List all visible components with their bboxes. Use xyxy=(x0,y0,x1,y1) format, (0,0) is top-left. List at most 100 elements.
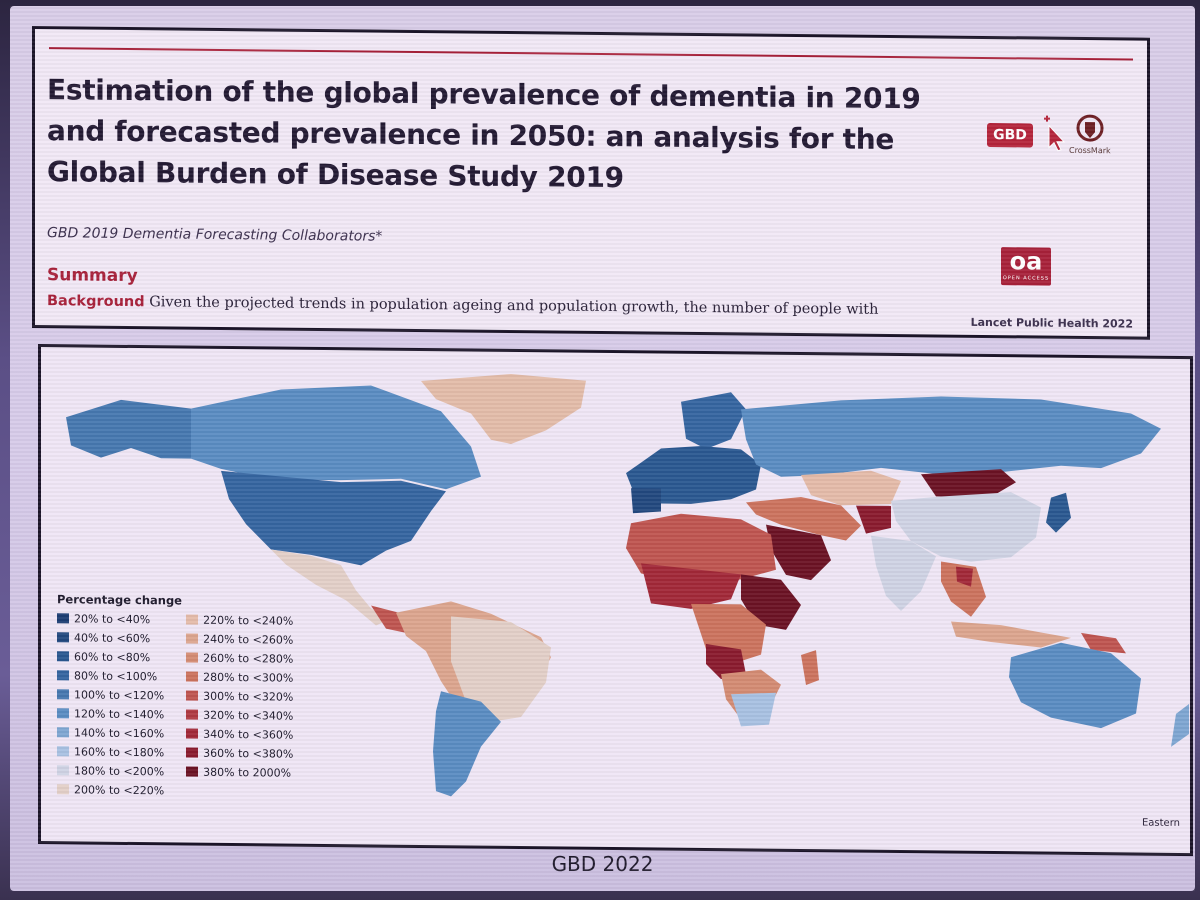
legend-swatch xyxy=(57,746,69,757)
legend-label: 100% to <120% xyxy=(74,687,165,702)
legend-item: 240% to <260% xyxy=(186,631,293,648)
map-legend: Percentage change 20% to <40% 40% to <60%… xyxy=(57,592,293,799)
legend-label: 220% to <240% xyxy=(203,613,294,628)
background-label: Background xyxy=(47,293,145,311)
legend-item: 200% to <220% xyxy=(57,781,164,798)
legend-item: 280% to <300% xyxy=(186,669,293,686)
legend-item: 260% to <280% xyxy=(186,650,293,667)
legend-swatch xyxy=(57,613,69,624)
legend-item: 100% to <120% xyxy=(57,686,164,703)
legend-swatch xyxy=(57,651,69,662)
gbd-badge: GBD xyxy=(987,123,1033,148)
title-rule xyxy=(49,47,1133,61)
legend-item: 320% to <340% xyxy=(186,707,293,724)
legend-swatch xyxy=(186,709,199,720)
paper-title: Estimation of the global prevalence of d… xyxy=(47,73,921,195)
legend-label: 200% to <220% xyxy=(74,782,165,797)
legend-swatch xyxy=(186,633,199,644)
legend-label: 20% to <40% xyxy=(74,611,151,626)
legend-columns: 20% to <40% 40% to <60% 60% to <80% 80% to … xyxy=(57,610,293,799)
map-region-new-zealand xyxy=(1171,704,1189,747)
legend-label: 280% to <300% xyxy=(203,670,294,685)
map-region-east-africa xyxy=(741,574,801,630)
legend-swatch xyxy=(186,652,199,663)
projection-note: Eastern xyxy=(1141,817,1180,829)
legend-item: 160% to <180% xyxy=(57,743,164,760)
map-region-brazil xyxy=(451,616,551,722)
crossmark-logo: CrossMark xyxy=(1069,114,1111,155)
map-region-south-africa xyxy=(731,692,776,727)
legend-item: 180% to <200% xyxy=(57,762,164,779)
legend-label: 380% to 2000% xyxy=(203,765,292,780)
map-region-madagascar xyxy=(801,650,819,686)
map-region-japan xyxy=(1046,492,1071,533)
legend-item: 380% to 2000% xyxy=(186,764,293,781)
legend-label: 260% to <280% xyxy=(203,651,294,666)
map-region-arabia xyxy=(766,524,831,581)
legend-label: 240% to <260% xyxy=(203,632,294,647)
mouse-cursor-icon xyxy=(1044,115,1066,152)
legend-swatch xyxy=(57,708,69,719)
legend-swatch xyxy=(57,670,69,681)
legend-label: 320% to <340% xyxy=(203,708,294,723)
legend-item: 120% to <140% xyxy=(57,705,164,722)
oa-sublabel: OPEN ACCESS xyxy=(1002,275,1050,282)
map-region-central-america xyxy=(371,605,406,633)
legend-item: 300% to <320% xyxy=(186,688,293,705)
map-region-mongolia xyxy=(921,469,1016,497)
map-region-australia xyxy=(1009,642,1141,729)
open-access-badge: oa OPEN ACCESS xyxy=(1001,247,1051,286)
paper-authors: GBD 2019 Dementia Forecasting Collaborat… xyxy=(47,225,383,245)
legend-label: 180% to <200% xyxy=(74,763,165,778)
legend-swatch xyxy=(57,689,69,700)
map-region-china xyxy=(891,492,1041,562)
map-region-india xyxy=(871,535,936,612)
map-region-turkey-iran xyxy=(746,496,861,541)
map-region-mexico xyxy=(271,549,391,626)
legend-label: 360% to <380% xyxy=(203,746,294,761)
choropleth-map-panel: Percentage change 20% to <40% 40% to <60%… xyxy=(38,344,1193,857)
map-region-argentina xyxy=(433,691,501,797)
legend-item: 40% to <60% xyxy=(57,629,164,646)
legend-swatch xyxy=(57,632,69,643)
legend-label: 340% to <360% xyxy=(203,727,294,742)
map-region-canada xyxy=(191,385,481,490)
map-region-laos xyxy=(956,566,973,587)
legend-swatch xyxy=(186,747,199,758)
legend-title: Percentage change xyxy=(57,592,182,608)
legend-column-left: 20% to <40% 40% to <60% 60% to <80% 80% to … xyxy=(57,610,164,798)
legend-item: 220% to <240% xyxy=(186,612,293,629)
legend-item: 20% to <40% xyxy=(57,610,164,627)
legend-swatch xyxy=(186,690,199,701)
map-region-usa xyxy=(221,470,446,566)
legend-label: 120% to <140% xyxy=(74,706,165,721)
legend-swatch xyxy=(186,671,199,682)
legend-label: 300% to <320% xyxy=(203,689,294,704)
map-region-russia xyxy=(741,396,1161,477)
oa-label: oa xyxy=(1009,247,1043,276)
map-region-southeast-asia xyxy=(941,561,986,617)
paper-header-panel: Estimation of the global prevalence of d… xyxy=(32,26,1150,340)
legend-label: 160% to <180% xyxy=(74,744,165,759)
legend-column-right: 220% to <240% 240% to <260% 260% to <280% 2… xyxy=(186,612,293,800)
presentation-screen: Estimation of the global prevalence of d… xyxy=(10,6,1195,891)
legend-label: 80% to <100% xyxy=(74,668,158,683)
summary-heading: Summary xyxy=(47,265,138,287)
legend-swatch xyxy=(57,784,69,795)
map-region-afghanistan xyxy=(856,505,891,534)
legend-swatch xyxy=(186,766,199,777)
world-map xyxy=(66,373,1189,797)
map-region-alaska xyxy=(66,399,191,459)
map-region-greenland xyxy=(421,373,586,444)
legend-item: 80% to <100% xyxy=(57,667,164,684)
background-text: Given the projected trends in population… xyxy=(149,294,879,318)
map-region-sahel xyxy=(641,563,741,609)
map-region-iberia xyxy=(631,488,661,514)
legend-swatch xyxy=(57,765,69,776)
legend-label: 60% to <80% xyxy=(74,649,151,664)
background-line: Background Given the projected trends in… xyxy=(47,293,878,318)
map-region-indonesia xyxy=(951,621,1071,648)
legend-label: 140% to <160% xyxy=(74,725,165,740)
journal-citation: Lancet Public Health 2022 xyxy=(970,315,1133,331)
map-region-central-asia xyxy=(801,470,901,506)
